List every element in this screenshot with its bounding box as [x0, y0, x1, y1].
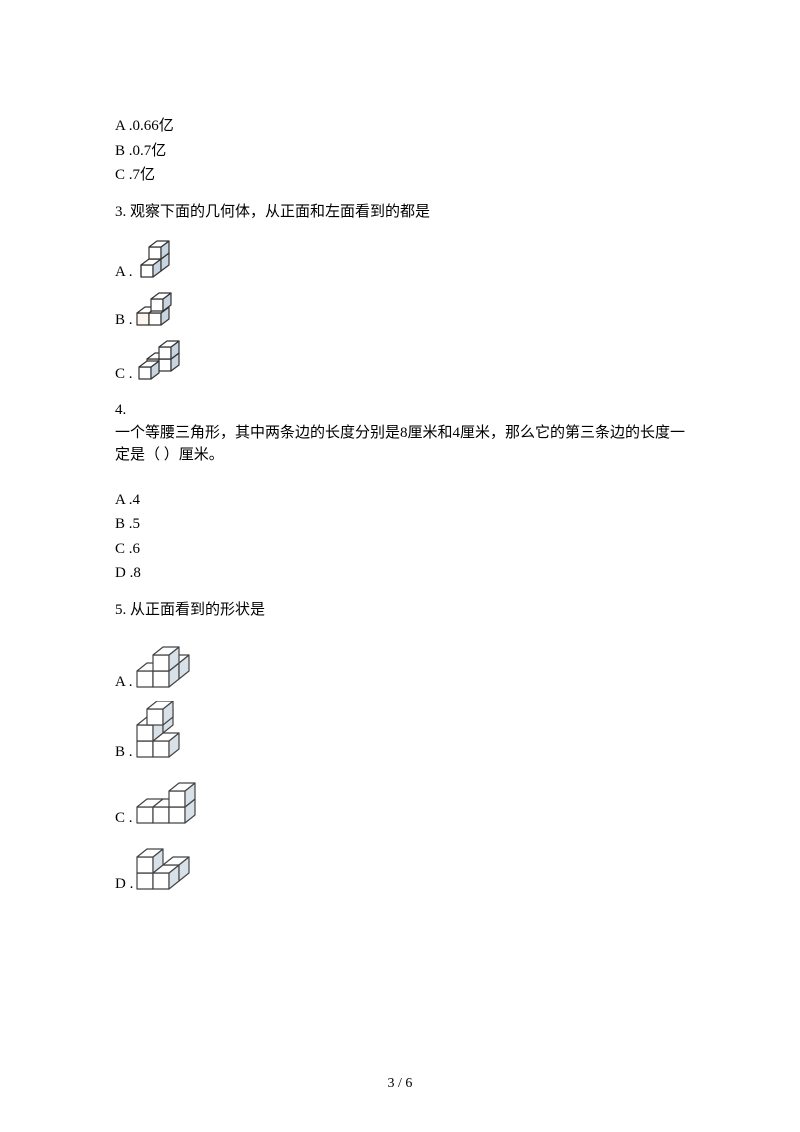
- q5-option-a: A .: [115, 631, 685, 693]
- q5-option-c: C .: [115, 771, 685, 829]
- q4-option-d: D .8: [115, 562, 685, 585]
- q3-option-a-label: A .: [115, 261, 133, 284]
- q5-option-c-label: C .: [115, 807, 133, 830]
- q5-option-d: D .: [115, 837, 685, 895]
- q4-option-c: C .6: [115, 538, 685, 561]
- q2-option-c: C .7亿: [115, 164, 685, 187]
- cube-figure-3c: [133, 339, 193, 385]
- cube-figure-3b: [133, 291, 189, 331]
- q3-option-b: B .: [115, 291, 685, 331]
- q3-option-b-label: B .: [115, 309, 133, 332]
- q5-option-b: B .: [115, 701, 685, 763]
- q5-option-b-label: B .: [115, 741, 133, 764]
- q4-prompt: 一个等腰三角形，其中两条边的长度分别是8厘米和4厘米，那么它的第三条边的长度一定…: [115, 422, 685, 467]
- q5-option-a-label: A .: [115, 671, 133, 694]
- q3-option-c-label: C .: [115, 363, 133, 386]
- page-content: A .0.66亿 B .0.7亿 C .7亿 3. 观察下面的几何体，从正面和左…: [0, 0, 800, 895]
- q5-prompt: 5. 从正面看到的形状是: [115, 599, 685, 622]
- cube-figure-3a: [133, 233, 183, 283]
- q2-option-a: A .0.66亿: [115, 115, 685, 138]
- q4-option-b: B .5: [115, 513, 685, 536]
- cube-figure-5b: [133, 701, 197, 763]
- q3-option-c: C .: [115, 339, 685, 385]
- cube-figure-5a: [133, 631, 203, 693]
- cube-figure-5c: [133, 771, 209, 829]
- q4: 4. 一个等腰三角形，其中两条边的长度分别是8厘米和4厘米，那么它的第三条边的长…: [115, 399, 685, 467]
- q2-option-b: B .0.7亿: [115, 140, 685, 163]
- q4-num: 4.: [115, 399, 685, 422]
- page-footer: 3 / 6: [0, 1076, 800, 1092]
- q3-option-a: A .: [115, 233, 685, 283]
- cube-figure-5d: [133, 837, 197, 895]
- q5-option-d-label: D .: [115, 873, 133, 896]
- q4-option-a: A .4: [115, 489, 685, 512]
- q3-prompt: 3. 观察下面的几何体，从正面和左面看到的都是: [115, 201, 685, 224]
